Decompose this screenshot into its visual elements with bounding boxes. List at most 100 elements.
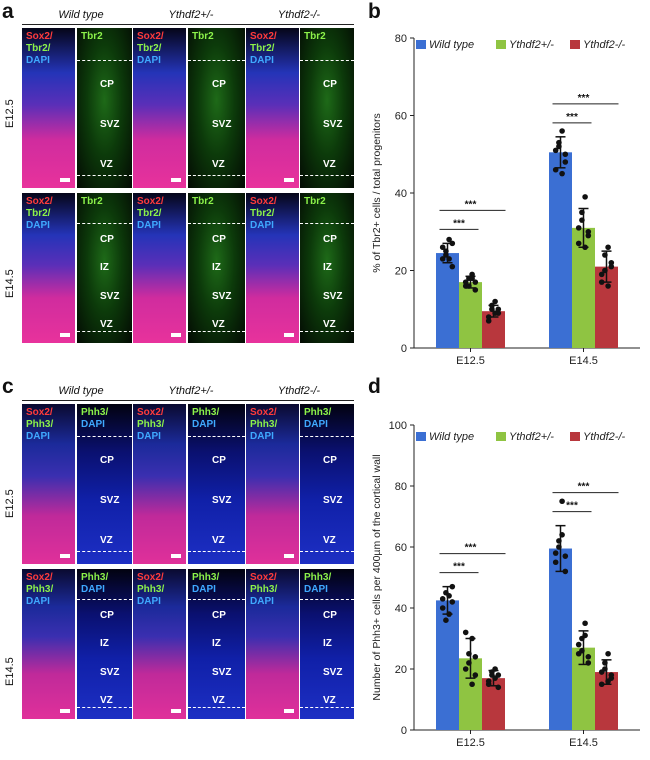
channel-label-line: Sox2/ — [250, 407, 277, 418]
data-point — [608, 263, 615, 270]
legend-entry: Ythdf2+/- — [509, 431, 554, 443]
y-tick-label: 20 — [395, 266, 407, 278]
data-point — [472, 287, 479, 293]
merge-micrograph: Sox2/Phh3/DAPI — [133, 569, 186, 719]
bar — [482, 678, 505, 730]
zone-label-iz: IZ — [100, 638, 109, 649]
significance-label: *** — [578, 93, 590, 104]
data-point — [443, 252, 449, 258]
legend-swatch — [416, 40, 426, 49]
data-point — [598, 271, 605, 278]
zone-boundary-line — [188, 331, 245, 332]
channel-label: Sox2/Phh3/DAPI — [137, 572, 164, 608]
zone-label-cp: CP — [323, 79, 337, 90]
significance-label: *** — [566, 501, 578, 512]
chart-b-svg: 0 20 40 60 80 % of Tbr2+ cells / total progen… — [371, 33, 640, 367]
channel-label-line: DAPI — [137, 431, 161, 442]
y-tick-label: 60 — [395, 542, 407, 554]
data-point — [462, 279, 469, 285]
channel-label-line: Sox2/ — [26, 572, 53, 583]
merge-micrograph: Sox2/Phh3/DAPI — [22, 569, 75, 719]
zone-boundary-line — [188, 707, 245, 708]
legend-entry: Wild type — [429, 431, 474, 443]
zone-boundary-line — [188, 436, 245, 437]
data-point — [552, 559, 559, 566]
data-point — [469, 681, 475, 688]
data-point — [559, 128, 565, 134]
merge-micrograph: Sox2/Tbr2/DAPI — [246, 28, 299, 188]
zone-label-svz: SVZ — [100, 667, 120, 678]
data-point — [446, 593, 452, 599]
y-tick-label: 0 — [401, 343, 407, 355]
channel-label-line: DAPI — [81, 419, 105, 430]
data-point — [582, 620, 588, 627]
zone-boundary-line — [300, 436, 354, 437]
data-point — [472, 672, 479, 678]
zone-boundary-line — [300, 707, 354, 708]
scale-bar — [171, 178, 181, 182]
data-point — [462, 666, 469, 672]
single-channel-micrograph: Phh3/DAPI CP IZ SVZ VZ — [188, 569, 245, 719]
channel-label-line: DAPI — [26, 431, 50, 442]
scale-bar — [60, 333, 70, 337]
zone-label-vz: VZ — [212, 695, 225, 706]
channel-label: Tbr2 — [81, 196, 103, 208]
panel-letter-b: b — [368, 0, 381, 23]
channel-label-line: Phh3/ — [26, 419, 54, 430]
merge-micrograph: Sox2/Tbr2/DAPI — [246, 193, 299, 343]
zone-label-svz: SVZ — [212, 667, 232, 678]
zone-label-vz: VZ — [323, 159, 336, 170]
merge-micrograph: Sox2/Tbr2/DAPI — [133, 28, 186, 188]
zone-label-vz: VZ — [100, 319, 113, 330]
scale-bar — [171, 333, 181, 337]
single-channel-micrograph: Phh3/DAPI CP IZ SVZ VZ — [300, 569, 354, 719]
scale-bar — [60, 554, 70, 558]
channel-label: Sox2/Phh3/DAPI — [137, 407, 164, 443]
data-point — [559, 170, 565, 177]
single-channel-micrograph: Tbr2 CP IZ SVZ VZ — [188, 193, 245, 343]
channel-label-line: DAPI — [26, 55, 50, 66]
scale-bar — [284, 333, 294, 337]
data-point — [602, 660, 608, 666]
channel-label-line: Sox2/ — [26, 31, 53, 42]
zone-label-svz: SVZ — [212, 495, 232, 506]
data-point — [489, 669, 495, 675]
scale-bar — [284, 178, 294, 182]
legend-entry: Ythdf2+/- — [509, 39, 554, 51]
channel-label-line: DAPI — [192, 584, 216, 595]
zone-boundary-line — [188, 175, 245, 176]
merge-micrograph: Sox2/Tbr2/DAPI — [133, 193, 186, 343]
channel-label-line: Tbr2 — [192, 31, 214, 42]
zone-boundary-line — [300, 175, 354, 176]
genotype-label-wt-a: Wild type — [58, 9, 104, 21]
channel-label-line: Phh3/ — [137, 584, 165, 595]
channel-label-line: DAPI — [137, 220, 161, 231]
zone-label-iz: IZ — [212, 262, 221, 273]
zone-label-svz: SVZ — [323, 119, 343, 130]
scale-bar — [171, 554, 181, 558]
channel-label: Sox2/Tbr2/DAPI — [137, 31, 164, 67]
zone-label-iz: IZ — [323, 262, 332, 273]
channel-label-line: Phh3/ — [250, 419, 278, 430]
zone-label-svz: SVZ — [323, 667, 343, 678]
zone-boundary-line — [188, 223, 245, 224]
merge-micrograph: Sox2/Tbr2/DAPI — [22, 28, 75, 188]
zone-label-iz: IZ — [323, 638, 332, 649]
y-tick-label: 0 — [401, 725, 407, 737]
data-point — [605, 650, 611, 657]
panel-letter-c: c — [2, 375, 14, 398]
y-axis-label: % of Tbr2+ cells / total progenitors — [371, 113, 383, 272]
data-point — [439, 256, 446, 262]
zone-label-cp: CP — [212, 79, 226, 90]
channel-label: Tbr2 — [81, 31, 103, 43]
zone-label-vz: VZ — [100, 159, 113, 170]
channel-label-line: Tbr2/ — [26, 208, 51, 219]
single-channel-micrograph: Phh3/DAPI CP SVZ VZ — [300, 404, 354, 564]
genotype-underline — [22, 400, 134, 401]
bar — [436, 253, 459, 348]
data-point — [449, 263, 456, 270]
chart-b: 0 20 40 60 80 % of Tbr2+ cells / total progen… — [370, 20, 648, 370]
channel-label: Sox2/Phh3/DAPI — [26, 407, 53, 443]
channel-label: Sox2/Tbr2/DAPI — [250, 31, 277, 67]
data-point — [605, 283, 611, 289]
